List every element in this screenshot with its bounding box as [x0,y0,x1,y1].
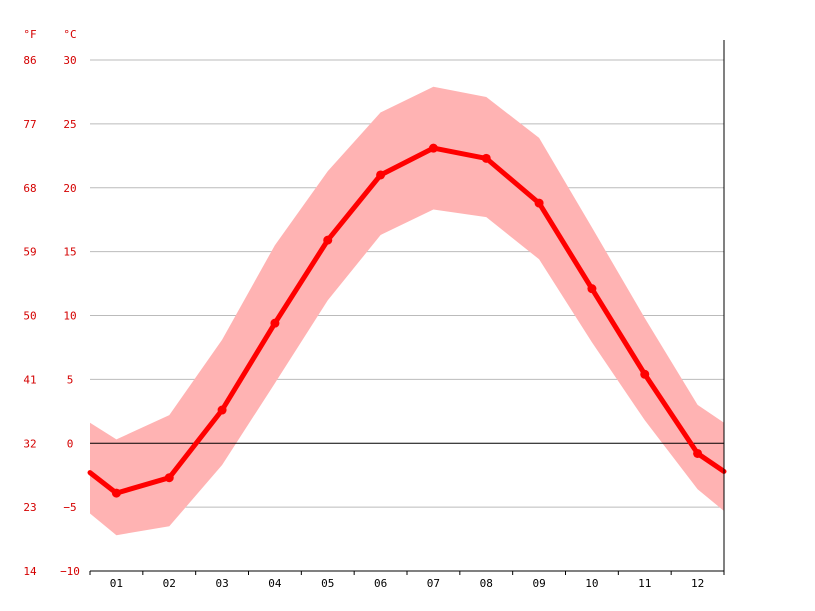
mean-temperature-point [693,448,703,458]
x-tick-label: 05 [321,577,334,590]
x-tick-label: 04 [268,577,282,590]
fahrenheit-unit-label: °F [23,28,36,41]
y-tick-celsius: 25 [63,118,76,131]
mean-temperature-point [164,473,174,483]
x-tick-label: 08 [480,577,493,590]
y-tick-fahrenheit: 68 [23,182,36,195]
y-tick-fahrenheit: 32 [23,437,36,450]
celsius-unit-label: °C [63,28,76,41]
y-tick-celsius: 30 [63,54,76,67]
mean-temperature-point [217,405,227,415]
y-tick-fahrenheit: 77 [23,118,36,131]
mean-temperature-series [87,143,727,498]
mean-temperature-line [87,145,727,496]
mean-temperature-point [376,170,386,180]
y-tick-fahrenheit: 23 [23,501,36,514]
y-tick-celsius: 10 [63,310,76,323]
y-tick-fahrenheit: 50 [23,310,36,323]
y-tick-celsius: 20 [63,182,76,195]
x-tick-label: 09 [532,577,545,590]
axis-labels: °F °C 86 30 77 25 68 20 59 15 50 10 41 5 32 0 23 −5 14 −1… [23,28,704,590]
x-tick-label: 12 [691,577,704,590]
y-tick-fahrenheit: 86 [23,54,36,67]
y-tick-celsius: 0 [67,437,74,450]
mean-temperature-point [587,284,597,294]
y-tick-fahrenheit: 59 [23,246,36,259]
mean-temperature-point [270,318,280,328]
y-tick-celsius: −5 [63,501,76,514]
x-tick-label: 07 [427,577,440,590]
y-tick-fahrenheit: 14 [23,565,37,578]
y-tick-fahrenheit: 41 [23,373,36,386]
mean-temperature-point [534,198,544,208]
x-tick-label: 01 [110,577,123,590]
mean-temperature-point [428,143,438,153]
temperature-range-area [90,86,724,536]
axes [89,40,725,575]
x-tick-label: 03 [215,577,228,590]
mean-temperature-point [111,488,121,498]
temperature-range-band [90,86,724,536]
x-tick-label: 06 [374,577,387,590]
mean-temperature-point [323,235,333,245]
mean-temperature-point [640,369,650,379]
x-tick-label: 02 [163,577,176,590]
x-tick-label: 10 [585,577,598,590]
y-tick-celsius: 5 [67,373,74,386]
y-tick-celsius: −10 [60,565,80,578]
mean-temperature-point [481,153,491,163]
x-tick-label: 11 [638,577,651,590]
y-tick-celsius: 15 [63,246,76,259]
